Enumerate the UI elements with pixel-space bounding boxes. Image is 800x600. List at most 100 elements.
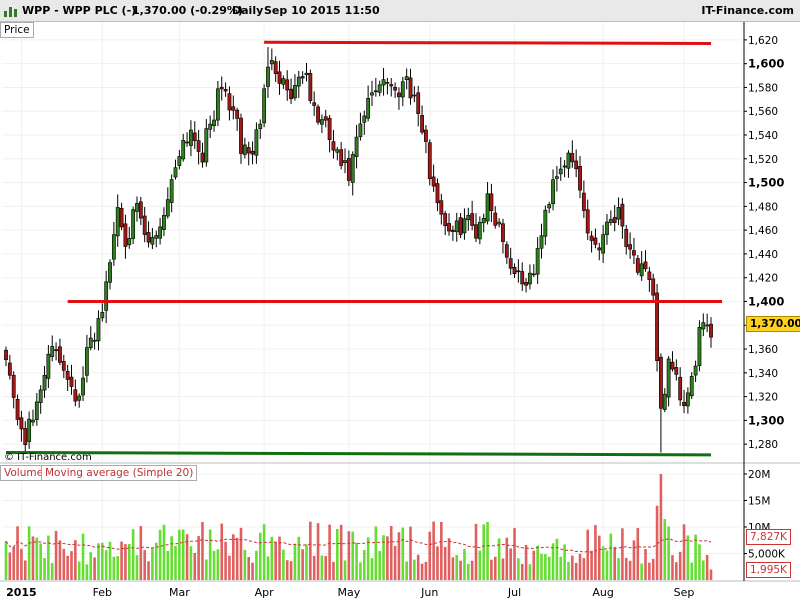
volume-bar	[201, 522, 204, 580]
candle-body	[659, 356, 663, 409]
volume-bar	[671, 555, 674, 580]
volume-bar	[336, 528, 339, 580]
volume-bar	[77, 561, 81, 580]
volume-bar	[567, 562, 570, 580]
candle-body	[531, 273, 536, 276]
candle-body	[73, 389, 78, 402]
candle-body	[231, 106, 236, 111]
volume-bar	[147, 561, 150, 580]
candle-body	[239, 117, 243, 154]
volume-bar	[289, 561, 293, 580]
volume-tag[interactable]: Volume	[0, 465, 48, 481]
price-tick-label: 1,280	[748, 439, 778, 451]
volume-bar	[624, 557, 628, 580]
volume-bar	[193, 552, 197, 580]
volume-bar	[389, 526, 393, 580]
candle-body	[632, 250, 636, 256]
volume-bar	[663, 519, 667, 580]
volume-bar	[617, 557, 620, 580]
volume-bar	[667, 526, 670, 580]
x-tick-label: May	[337, 586, 360, 599]
datetime-text: Sep 10 2015 11:50	[264, 4, 380, 17]
ma-line	[5, 537, 712, 553]
candle-body	[543, 209, 548, 237]
candle-body	[516, 270, 521, 273]
volume-bar	[93, 557, 96, 580]
volume-bar	[266, 556, 270, 580]
volume-bar	[497, 538, 501, 580]
candle-body	[69, 376, 74, 387]
volume-bar	[544, 554, 547, 580]
volume-bar	[166, 550, 170, 580]
candle-body	[215, 88, 220, 121]
candle-body	[15, 398, 20, 420]
volume-bar	[490, 559, 493, 580]
candle-body	[701, 322, 706, 330]
volume-bar	[181, 529, 185, 580]
volume-bar	[509, 548, 512, 580]
candle-body	[612, 217, 617, 223]
volume-bar	[694, 534, 697, 580]
volume-bar	[62, 548, 66, 580]
volume-bar	[605, 550, 609, 580]
candle-body	[420, 115, 424, 133]
candle-body	[296, 76, 301, 87]
candle-body	[115, 207, 120, 237]
volume-bar	[524, 544, 528, 580]
x-tick-label: Mar	[169, 586, 190, 599]
candle-body	[223, 89, 228, 92]
volume-bar	[58, 540, 62, 580]
volume-bar	[224, 541, 227, 580]
candle-body	[23, 428, 28, 446]
volume-bar	[247, 557, 251, 580]
candle-body	[327, 117, 332, 140]
candle-body	[620, 203, 625, 227]
candle-body	[266, 66, 270, 87]
volume-tick-label: 15M	[748, 495, 770, 507]
volume-bar	[74, 540, 77, 580]
candle-body	[77, 395, 82, 401]
candle-body	[381, 79, 386, 86]
candle-body	[123, 223, 128, 247]
volume-bar	[563, 544, 566, 580]
volume-bar	[108, 541, 112, 580]
candle-body	[208, 123, 213, 130]
price-tick-label: 1,560	[748, 106, 778, 118]
candle-body	[189, 129, 193, 146]
candle-body	[624, 228, 629, 247]
volume-bar	[197, 536, 200, 580]
volume-bar	[505, 537, 509, 580]
candle-body	[242, 144, 247, 155]
moving-average-tag[interactable]: Moving average (Simple 20)	[41, 465, 198, 481]
candle-body	[4, 349, 8, 361]
volume-bar	[536, 545, 539, 580]
price-panel-tag[interactable]: Price	[0, 22, 34, 38]
volume-bar	[501, 558, 505, 580]
candle-body	[520, 271, 525, 285]
candle-body	[558, 168, 563, 175]
candle-body	[192, 132, 197, 141]
candle-body	[458, 217, 463, 235]
candle-body	[150, 237, 155, 245]
volume-bar	[359, 562, 362, 580]
candle-body	[204, 128, 209, 163]
x-tick-label: Apr	[255, 586, 275, 599]
volume-bar	[158, 529, 162, 580]
candle-body	[104, 281, 109, 311]
volume-bar	[386, 536, 389, 580]
candle-body	[431, 176, 436, 187]
candle-body	[300, 76, 305, 79]
volume-bar	[116, 556, 120, 580]
candle-body	[470, 213, 475, 226]
volume-bar	[382, 535, 385, 580]
candle-body	[250, 150, 255, 155]
candle-body	[58, 346, 62, 363]
title-bar: WPP - WPP PLC (-) 1,370.00 (-0.29%) Dail…	[0, 0, 800, 22]
candle-body	[362, 115, 367, 123]
x-tick-label: Jun	[420, 586, 438, 599]
price-tick-label: 1,580	[748, 82, 778, 94]
candle-body	[685, 392, 690, 407]
candle-body	[169, 179, 174, 203]
candle-body	[485, 193, 490, 222]
volume-bar	[690, 562, 694, 580]
